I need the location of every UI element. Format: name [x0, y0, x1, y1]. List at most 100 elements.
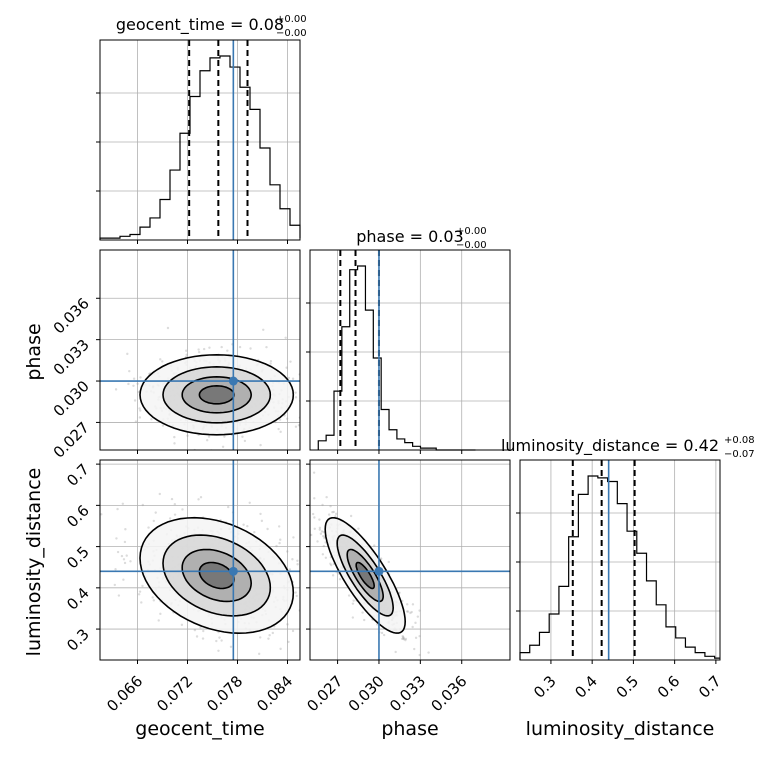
title-geocent-time-sub: −0.00	[276, 28, 307, 39]
sample-point	[205, 439, 209, 442]
sample-point	[139, 409, 142, 412]
sample-point	[379, 557, 383, 560]
sample-point	[277, 427, 280, 431]
sample-point	[322, 530, 325, 534]
panel-geocent-time-vs-luminosity-distance: 0.3 0.4 0.5 0.6 0.7 0.066 0.072 0.078 0.084	[63, 459, 303, 715]
sample-point	[243, 439, 247, 443]
truth-marker	[228, 376, 238, 386]
sample-point	[238, 345, 242, 349]
sample-point	[305, 396, 307, 398]
y-tick-label-luminosity-distance: 0.6	[63, 501, 93, 531]
x-tick-label-luminosity-distance: 0.6	[654, 672, 684, 702]
sample-point	[141, 584, 144, 588]
sample-point	[152, 519, 155, 523]
xlabel-phase: phase	[381, 718, 438, 740]
contour-level-3	[355, 561, 376, 590]
x-tick-label-luminosity-distance: 0.3	[530, 672, 560, 702]
sample-point	[363, 618, 366, 622]
sample-point	[286, 550, 289, 553]
sample-point	[313, 497, 316, 500]
sample-point	[284, 336, 287, 339]
sample-point	[322, 544, 326, 548]
sample-point	[275, 544, 278, 548]
sample-point	[216, 457, 218, 459]
panel-background	[310, 250, 510, 450]
sample-point	[173, 442, 176, 445]
sample-point	[185, 353, 188, 356]
sample-point	[427, 651, 430, 654]
panel-hist-phase	[306, 249, 511, 454]
sample-point	[201, 637, 205, 640]
sample-point	[316, 540, 319, 543]
x-tick-label-luminosity-distance: 0.7	[695, 672, 725, 702]
sample-point	[414, 636, 418, 640]
sample-point	[202, 347, 206, 351]
sample-point	[154, 511, 157, 514]
sample-point	[207, 435, 211, 438]
sample-point	[323, 536, 326, 540]
title-luminosity-distance-sub: −0.07	[724, 449, 755, 460]
sample-point	[279, 430, 282, 434]
sample-point	[287, 640, 290, 644]
sample-point	[262, 328, 265, 332]
sample-point	[318, 518, 321, 521]
sample-point	[409, 611, 412, 615]
sample-point	[411, 603, 415, 606]
sample-point	[352, 599, 355, 602]
sample-point	[173, 513, 177, 516]
sample-point	[329, 562, 332, 565]
sample-point	[123, 561, 127, 565]
sample-point	[418, 609, 421, 612]
sample-point	[197, 348, 200, 351]
sample-point	[260, 519, 264, 523]
sample-point	[159, 358, 162, 361]
sample-point	[161, 360, 164, 363]
sample-point	[301, 605, 303, 607]
sample-point	[325, 495, 328, 499]
sample-point	[296, 563, 299, 566]
sample-point	[117, 594, 121, 597]
x-tick-label-luminosity-distance: 0.4	[571, 672, 601, 702]
sample-point	[133, 399, 137, 402]
sample-point	[382, 633, 386, 637]
sample-point	[124, 528, 127, 531]
sample-point	[338, 578, 342, 581]
x-tick-label-geocent-time: 0.066	[103, 672, 146, 715]
title-geocent-time: geocent_time = 0.08	[116, 15, 284, 35]
sample-point	[332, 510, 335, 514]
x-tick-label-phase: 0.036	[427, 672, 470, 715]
sample-point	[241, 435, 244, 438]
sample-point	[295, 594, 298, 598]
sample-point	[268, 634, 271, 637]
y-tick-label-phase: 0.027	[50, 419, 93, 462]
sample-point	[134, 420, 138, 423]
sample-point	[297, 424, 300, 427]
sample-point	[220, 639, 223, 642]
sample-point	[266, 527, 269, 531]
sample-point	[406, 610, 410, 613]
sample-point	[132, 377, 136, 380]
y-tick-label-phase: 0.033	[50, 336, 93, 379]
sample-point	[288, 568, 292, 571]
sample-point	[122, 558, 126, 561]
xlabel-luminosity-distance: luminosity_distance	[526, 718, 715, 740]
x-tick-label-phase: 0.030	[345, 672, 388, 715]
sample-point	[126, 352, 129, 356]
sample-point	[151, 596, 154, 599]
sample-point	[242, 523, 245, 526]
sample-point	[285, 366, 288, 369]
sample-point	[318, 528, 322, 531]
sample-point	[259, 636, 262, 639]
sample-point	[287, 376, 291, 380]
sample-point	[116, 507, 119, 511]
panel-background	[520, 460, 720, 660]
y-tick-label-phase: 0.030	[50, 377, 93, 420]
sample-point	[310, 533, 313, 537]
y-tick-label-luminosity-distance: 0.3	[63, 625, 93, 655]
sample-point	[279, 647, 282, 651]
sample-point	[294, 396, 298, 399]
sample-point	[418, 634, 421, 638]
sample-point	[197, 350, 201, 354]
sample-point	[405, 610, 409, 613]
sample-point	[311, 512, 315, 516]
